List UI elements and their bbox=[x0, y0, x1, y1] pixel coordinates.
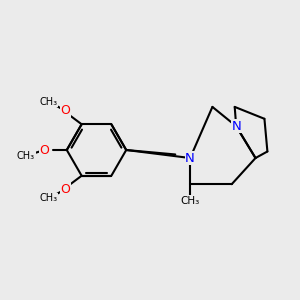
Text: O: O bbox=[40, 143, 50, 157]
Text: CH₃: CH₃ bbox=[181, 196, 200, 206]
Text: CH₃: CH₃ bbox=[40, 97, 58, 107]
Text: CH₃: CH₃ bbox=[40, 193, 58, 203]
Text: O: O bbox=[60, 183, 70, 196]
Text: N: N bbox=[231, 120, 241, 133]
Text: CH₃: CH₃ bbox=[17, 151, 35, 161]
Text: O: O bbox=[60, 104, 70, 117]
Text: N: N bbox=[185, 152, 195, 164]
